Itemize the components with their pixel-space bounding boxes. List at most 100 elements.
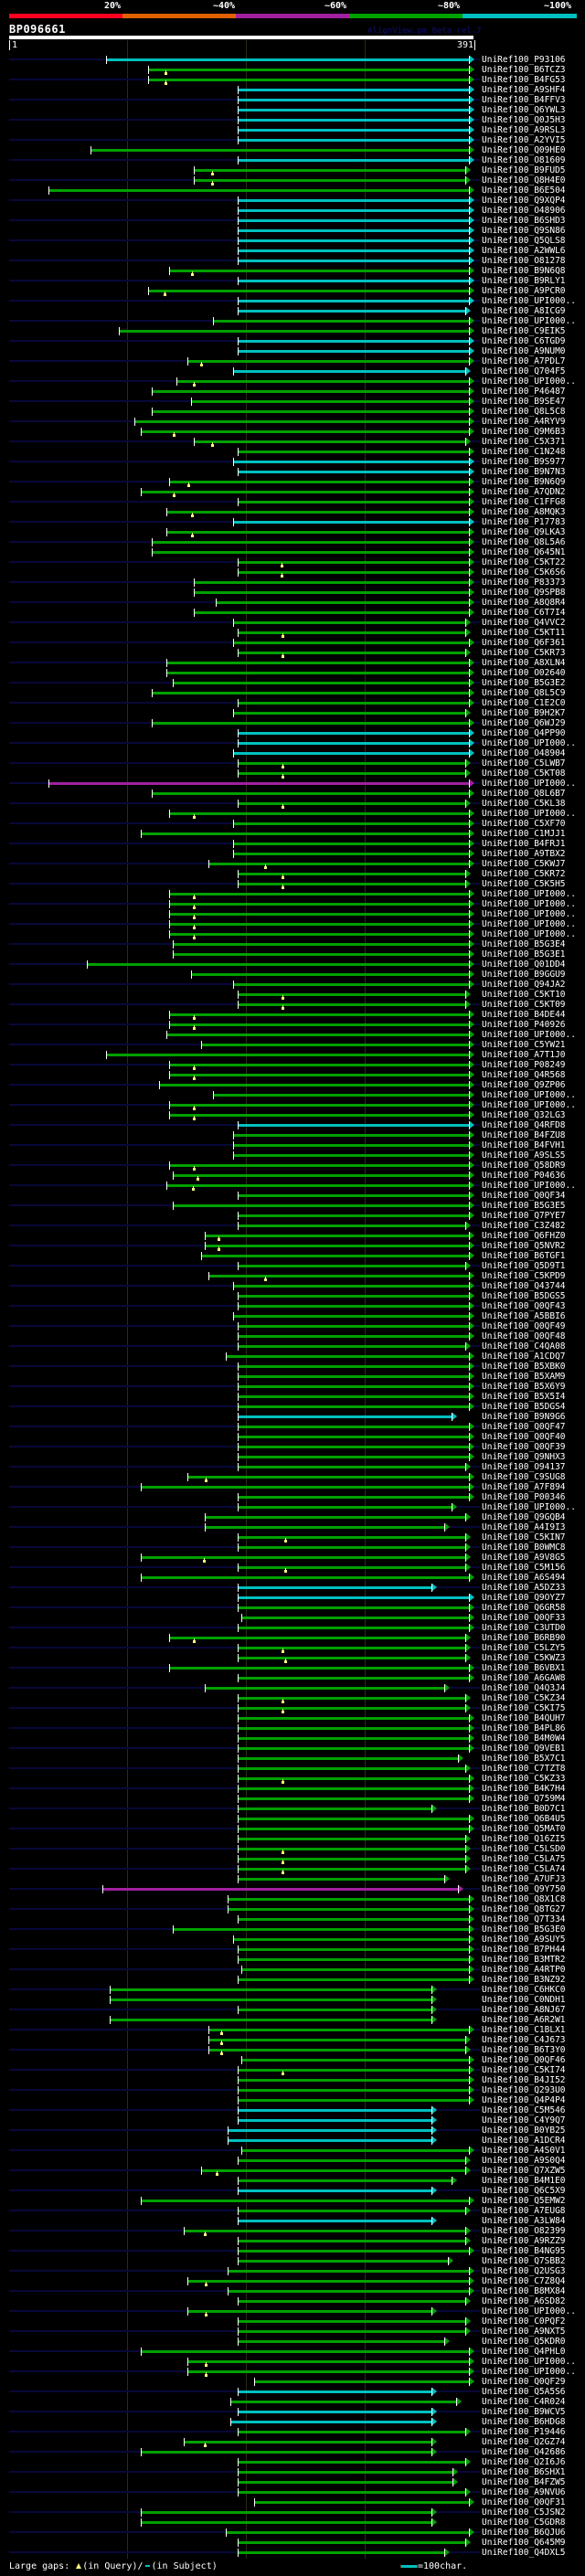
subject-label[interactable]: UniRef100_C5K5H5 — [482, 879, 566, 889]
alignment-row[interactable]: UniRef100_B4K7H4 — [0, 1784, 585, 1794]
alignment-row[interactable]: UniRef100_B4PL86 — [0, 1723, 585, 1733]
alignment-row[interactable]: UniRef100_B9FUD5 — [0, 165, 585, 175]
alignment-row[interactable]: UniRef100_Q7PYE7 — [0, 1211, 585, 1221]
subject-label[interactable]: UniRef100_Q32LG3 — [482, 1110, 566, 1120]
subject-label[interactable]: UniRef100_P04636 — [482, 1171, 566, 1181]
alignment-row[interactable]: UniRef100_Q0QF43 — [0, 1301, 585, 1311]
alignment-row[interactable]: UniRef100_Q5QLS8 — [0, 236, 585, 246]
alignment-row[interactable]: UniRef100_UPI000.. — [0, 316, 585, 326]
subject-label[interactable]: UniRef100_A9S0Q4 — [482, 2156, 566, 2166]
alignment-row[interactable]: UniRef100_UPI000.. — [0, 1181, 585, 1191]
alignment-row[interactable]: UniRef100_C4Y9Q7 — [0, 2115, 585, 2125]
alignment-row[interactable]: UniRef100_C6T7I4 — [0, 608, 585, 618]
alignment-row[interactable]: UniRef100_Q0QF29 — [0, 2377, 585, 2387]
alignment-row[interactable]: UniRef100_B6SHD3 — [0, 216, 585, 226]
alignment-row[interactable]: UniRef100_B9SE47 — [0, 397, 585, 407]
alignment-row[interactable]: UniRef100_Q8TG27 — [0, 1904, 585, 1914]
alignment-row[interactable]: UniRef100_Q0QF46 — [0, 2055, 585, 2065]
alignment-row[interactable]: UniRef100_P17783 — [0, 517, 585, 527]
alignment-row[interactable]: UniRef100_O81609 — [0, 155, 585, 165]
subject-label[interactable]: UniRef100_A6R2W1 — [482, 2015, 566, 2025]
alignment-row[interactable]: UniRef100_Q293U0 — [0, 2085, 585, 2095]
subject-label[interactable]: UniRef100_A6S494 — [482, 1573, 566, 1583]
alignment-row[interactable]: UniRef100_O48904 — [0, 748, 585, 758]
alignment-row[interactable]: UniRef100_C5K6S6 — [0, 567, 585, 578]
subject-label[interactable]: UniRef100_C5KZ33 — [482, 1774, 566, 1784]
subject-label[interactable]: UniRef100_C5KR72 — [482, 869, 566, 879]
alignment-row[interactable]: UniRef100_B6VBX1 — [0, 1663, 585, 1673]
alignment-row[interactable]: UniRef100_B9H2K7 — [0, 708, 585, 718]
alignment-row[interactable]: UniRef100_P08249 — [0, 1060, 585, 1070]
alignment-row[interactable]: UniRef100_UPI000.. — [0, 296, 585, 306]
alignment-row[interactable]: UniRef100_A9RZZ9 — [0, 2236, 585, 2246]
alignment-row[interactable]: UniRef100_B5XAM9 — [0, 1372, 585, 1382]
alignment-row[interactable]: UniRef100_Q0QF31 — [0, 2497, 585, 2507]
alignment-row[interactable]: UniRef100_C1BLX1 — [0, 2025, 585, 2035]
alignment-row[interactable]: UniRef100_Q6WJ29 — [0, 718, 585, 728]
subject-label[interactable]: UniRef100_Q9OYZ7 — [482, 1593, 566, 1603]
subject-label[interactable]: UniRef100_Q6FHZ0 — [482, 1231, 566, 1241]
alignment-row[interactable]: UniRef100_Q8H4E0 — [0, 175, 585, 186]
alignment-row[interactable]: UniRef100_Q704F5 — [0, 366, 585, 376]
subject-label[interactable]: UniRef100_A8ICG9 — [482, 306, 566, 316]
alignment-row[interactable]: UniRef100_UPI000.. — [0, 2357, 585, 2367]
subject-label[interactable]: UniRef100_B4NG95 — [482, 2246, 566, 2256]
alignment-row[interactable]: UniRef100_A7F894 — [0, 1482, 585, 1492]
alignment-row[interactable]: UniRef100_A4I9I3 — [0, 1522, 585, 1532]
alignment-row[interactable]: UniRef100_P83373 — [0, 578, 585, 588]
alignment-row[interactable]: UniRef100_C5KI74 — [0, 2065, 585, 2075]
subject-label[interactable]: UniRef100_Q9GQB4 — [482, 1512, 566, 1522]
subject-label[interactable]: UniRef100_Q8X1C8 — [482, 1894, 566, 1904]
alignment-row[interactable]: UniRef100_B9N6Q8 — [0, 266, 585, 276]
alignment-row[interactable]: UniRef100_Q5EMW2 — [0, 2196, 585, 2206]
alignment-row[interactable]: UniRef100_Q6F361 — [0, 638, 585, 648]
alignment-row[interactable]: UniRef100_B9N9G6 — [0, 1412, 585, 1422]
subject-label[interactable]: UniRef100_B0D7C1 — [482, 1804, 566, 1814]
alignment-row[interactable]: UniRef100_Q4PHL0 — [0, 2347, 585, 2357]
subject-label[interactable]: UniRef100_A8Q8R4 — [482, 598, 566, 608]
subject-label[interactable]: UniRef100_C5KT22 — [482, 557, 566, 567]
alignment-row[interactable]: UniRef100_B4M0W4 — [0, 1733, 585, 1744]
alignment-row[interactable]: UniRef100_C1N248 — [0, 447, 585, 457]
subject-label[interactable]: UniRef100_B4JI52 — [482, 2075, 566, 2085]
subject-label[interactable]: UniRef100_Q0QF31 — [482, 2497, 566, 2507]
subject-label[interactable]: UniRef100_C5KT10 — [482, 990, 566, 1000]
subject-label[interactable]: UniRef100_Q645N1 — [482, 547, 566, 557]
subject-label[interactable]: UniRef100_B6VBX1 — [482, 1663, 566, 1673]
alignment-row[interactable]: UniRef100_A7UFJ3 — [0, 1874, 585, 1884]
subject-label[interactable]: UniRef100_Q7T334 — [482, 1914, 566, 1924]
alignment-row[interactable]: UniRef100_Q9ZP06 — [0, 1080, 585, 1090]
alignment-row[interactable]: UniRef100_A6GAW8 — [0, 1673, 585, 1683]
alignment-row[interactable]: UniRef100_O82399 — [0, 2226, 585, 2236]
alignment-row[interactable]: UniRef100_C3Z482 — [0, 1221, 585, 1231]
subject-label[interactable]: UniRef100_A1CDQ7 — [482, 1352, 566, 1362]
alignment-row[interactable]: UniRef100_C0PQF2 — [0, 2316, 585, 2327]
subject-label[interactable]: UniRef100_C1FFG8 — [482, 497, 566, 507]
subject-label[interactable]: UniRef100_B5X5I4 — [482, 1392, 566, 1402]
subject-label[interactable]: UniRef100_C5LA75 — [482, 1854, 566, 1864]
alignment-row[interactable]: UniRef100_B6RB90 — [0, 1633, 585, 1643]
subject-label[interactable]: UniRef100_UPI000.. — [482, 376, 576, 387]
alignment-row[interactable]: UniRef100_O94137 — [0, 1462, 585, 1472]
alignment-row[interactable]: UniRef100_UPI000.. — [0, 899, 585, 909]
alignment-row[interactable]: UniRef100_Q9NHX3 — [0, 1452, 585, 1462]
subject-label[interactable]: UniRef100_B4QUH7 — [482, 1713, 566, 1723]
alignment-row[interactable]: UniRef100_B9GGU9 — [0, 970, 585, 980]
subject-label[interactable]: UniRef100_C5KWZ3 — [482, 1653, 566, 1663]
subject-label[interactable]: UniRef100_Q5QLS8 — [482, 236, 566, 246]
subject-label[interactable]: UniRef100_Q4P4P4 — [482, 2095, 566, 2105]
alignment-row[interactable]: UniRef100_C5KT10 — [0, 990, 585, 1000]
alignment-row[interactable]: UniRef100_B4QUH7 — [0, 1713, 585, 1723]
subject-label[interactable]: UniRef100_A2WWL6 — [482, 246, 566, 256]
subject-label[interactable]: UniRef100_C5KT11 — [482, 628, 566, 638]
alignment-row[interactable]: UniRef100_C5KL38 — [0, 799, 585, 809]
subject-label[interactable]: UniRef100_C5KT09 — [482, 1000, 566, 1010]
alignment-row[interactable]: UniRef100_Q5A5S6 — [0, 2387, 585, 2397]
subject-label[interactable]: UniRef100_Q5A5S6 — [482, 2387, 566, 2397]
alignment-row[interactable]: UniRef100_B0WMC8 — [0, 1542, 585, 1553]
alignment-row[interactable]: UniRef100_A7EUG8 — [0, 2206, 585, 2216]
subject-label[interactable]: UniRef100_UPI000.. — [482, 809, 576, 819]
alignment-row[interactable]: UniRef100_A9NVU6 — [0, 2487, 585, 2497]
subject-label[interactable]: UniRef100_UPI000.. — [482, 316, 576, 326]
alignment-row[interactable]: UniRef100_Q8L5C9 — [0, 688, 585, 698]
